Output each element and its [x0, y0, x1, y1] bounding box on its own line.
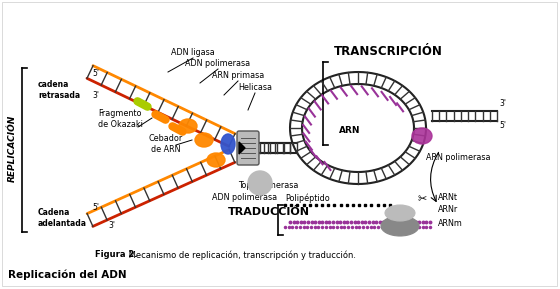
Polygon shape — [239, 142, 245, 154]
Text: cadena
retrasada: cadena retrasada — [38, 80, 80, 100]
Text: ADN polimerasa: ADN polimerasa — [212, 193, 278, 202]
Text: Polipéptido: Polipéptido — [286, 194, 330, 203]
Text: Cebador
de ARN: Cebador de ARN — [149, 134, 183, 154]
Text: ARNt: ARNt — [438, 193, 458, 202]
Ellipse shape — [221, 134, 235, 154]
Text: ADN polimerasa: ADN polimerasa — [185, 59, 250, 68]
Ellipse shape — [195, 133, 213, 147]
Text: 3': 3' — [92, 91, 99, 100]
Text: 5': 5' — [499, 121, 506, 130]
Text: Mecanismo de replicación, transcripción y traducción.: Mecanismo de replicación, transcripción … — [126, 250, 356, 260]
FancyArrowPatch shape — [172, 126, 183, 132]
Text: 3': 3' — [108, 221, 115, 230]
FancyArrowPatch shape — [156, 114, 166, 120]
Text: ARNr: ARNr — [438, 205, 458, 214]
Text: 5': 5' — [92, 203, 99, 212]
Text: Replicación del ADN: Replicación del ADN — [8, 270, 127, 281]
Text: ARN polimerasa: ARN polimerasa — [426, 153, 490, 162]
Text: 3': 3' — [499, 99, 506, 108]
Circle shape — [248, 171, 272, 195]
Ellipse shape — [412, 128, 432, 144]
Text: ✂: ✂ — [417, 194, 427, 204]
Text: Fragmento
de Okazaki: Fragmento de Okazaki — [97, 109, 142, 129]
Text: ARN primasa: ARN primasa — [212, 71, 264, 80]
FancyBboxPatch shape — [237, 131, 259, 165]
Ellipse shape — [207, 153, 225, 167]
Text: Figura 2.: Figura 2. — [95, 250, 138, 259]
Text: 5': 5' — [92, 69, 99, 78]
Text: Helicasa: Helicasa — [238, 83, 272, 92]
Text: ADN ligasa: ADN ligasa — [171, 48, 215, 57]
Text: TRANSCRIPCIÓN: TRANSCRIPCIÓN — [334, 45, 442, 58]
Text: REPLICACIÓN: REPLICACIÓN — [7, 114, 16, 181]
Text: ARN: ARN — [339, 126, 361, 135]
Text: Topoisomerasa: Topoisomerasa — [238, 181, 298, 190]
Text: ARNm: ARNm — [438, 219, 463, 228]
Ellipse shape — [179, 119, 197, 133]
Ellipse shape — [381, 216, 419, 236]
Text: Cadena
adelantada: Cadena adelantada — [38, 208, 87, 228]
Text: TRADUCCIÓN: TRADUCCIÓN — [228, 207, 310, 217]
FancyArrowPatch shape — [137, 101, 147, 107]
Ellipse shape — [385, 205, 415, 221]
